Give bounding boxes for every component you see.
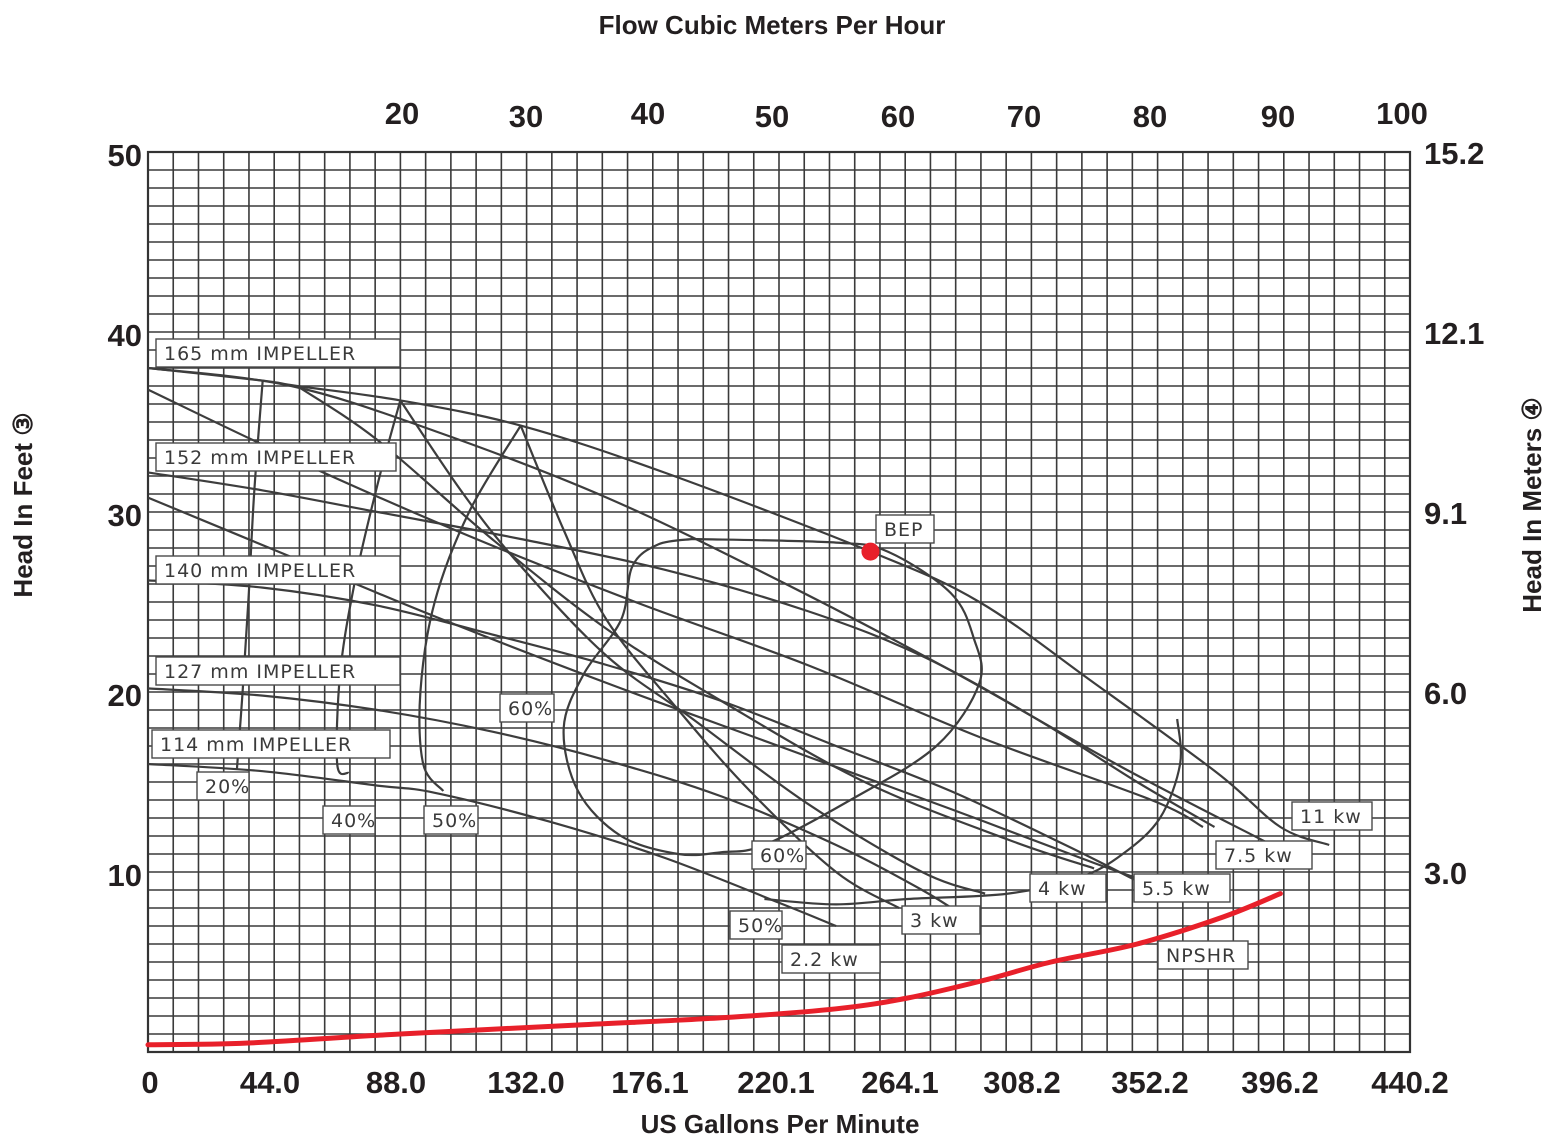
power-curve [296, 385, 1095, 870]
x2-tick-label: 40 [631, 96, 665, 131]
efficiency-curve [418, 425, 522, 792]
y2-tick-label: 15.2 [1424, 136, 1484, 171]
x2-tick-label: 20 [385, 96, 419, 131]
label-power-3kw-box [901, 905, 981, 935]
tick-labels: 0 44.0 88.0 132.0 176.1 220.1 264.1 308.2 352.2 3… [108, 96, 1485, 1100]
label-127mm-impeller-box [155, 656, 401, 686]
label-power-11kw-box [1291, 801, 1373, 831]
impeller-curve [147, 579, 1138, 882]
impeller-curve [147, 471, 1216, 828]
label-eff-40-box [322, 805, 376, 835]
y2-tick-label: 9.1 [1424, 496, 1467, 531]
label-power-7-5kw-box [1215, 840, 1313, 870]
x-tick-label: 308.2 [983, 1065, 1061, 1100]
x-tick-label: 396.2 [1241, 1065, 1319, 1100]
label-114mm-impeller: 114 mm IMPELLER [160, 734, 352, 756]
label-eff-50-left: 50% [432, 810, 477, 832]
y-tick-label: 20 [108, 678, 142, 713]
x2-tick-label: 60 [881, 99, 915, 134]
label-eff-60-left: 60% [508, 698, 553, 720]
x2-tick-label: 90 [1261, 99, 1295, 134]
label-power-5-5kw: 5.5 kw [1142, 878, 1211, 900]
x-axis-title: US Gallons Per Minute [641, 1109, 920, 1139]
label-eff-60-left-box [499, 693, 555, 723]
y-tick-label: 10 [108, 858, 142, 893]
x2-tick-label: 100 [1376, 96, 1428, 131]
y2-tick-label: 3.0 [1424, 856, 1467, 891]
power-curve [399, 399, 986, 895]
x-tick-label: 176.1 [611, 1065, 689, 1100]
label-152mm-impeller-box [155, 442, 397, 472]
label-npshr: NPSHR [1166, 945, 1236, 967]
x-tick-label: 0 [141, 1065, 158, 1100]
y-tick-label: 50 [108, 138, 142, 173]
x-tick-label: 132.0 [487, 1065, 565, 1100]
label-eff-60-bottom: 60% [760, 845, 805, 867]
plot-frame [146, 150, 1412, 1054]
x2-tick-label: 80 [1133, 99, 1167, 134]
label-power-2-2kw-box [781, 944, 881, 974]
npshr-curve [145, 891, 1283, 1048]
label-power-3kw: 3 kw [910, 910, 959, 932]
label-bep-box [875, 514, 935, 544]
label-power-5-5kw-box [1133, 873, 1231, 903]
label-eff-50-left-box [423, 805, 479, 835]
label-140mm-impeller-box [155, 555, 401, 585]
y-tick-label: 30 [108, 498, 142, 533]
bep-marker [861, 542, 880, 561]
label-power-2-2kw: 2.2 kw [790, 949, 859, 971]
label-power-7-5kw: 7.5 kw [1224, 845, 1293, 867]
y2-axis-title: Head In Meters ④ [1517, 397, 1544, 612]
label-power-11kw: 11 kw [1300, 806, 1362, 828]
label-eff-20-box [196, 771, 250, 801]
y-axis-title: Head In Feet ③ [8, 412, 38, 597]
label-npshr-box [1157, 940, 1249, 970]
top-axis-title: Flow Cubic Meters Per Hour [599, 10, 946, 40]
label-165mm-impeller-box [155, 338, 401, 368]
efficiency-curve [562, 537, 983, 857]
y-tick-label: 40 [108, 318, 142, 353]
y2-tick-label: 6.0 [1424, 676, 1467, 711]
label-eff-50-bottom-box [729, 910, 783, 940]
x-tick-label: 220.1 [737, 1065, 815, 1100]
label-127mm-impeller: 127 mm IMPELLER [164, 661, 356, 683]
impeller-curve [147, 687, 966, 918]
x-tick-label: 264.1 [861, 1065, 939, 1100]
y2-tick-label: 12.1 [1424, 316, 1484, 351]
label-power-4kw: 4 kw [1038, 878, 1087, 900]
label-bep: BEP [884, 519, 924, 541]
impeller-curve [147, 762, 837, 928]
label-eff-50-bottom: 50% [738, 915, 783, 937]
label-152mm-impeller: 152 mm IMPELLER [164, 447, 356, 469]
x-tick-label: 352.2 [1111, 1065, 1189, 1100]
power-curve [147, 366, 1273, 846]
efficiency-curve [335, 400, 402, 776]
x2-tick-label: 30 [509, 99, 543, 134]
label-power-4kw-box [1029, 873, 1107, 903]
label-140mm-impeller: 140 mm IMPELLER [164, 560, 356, 582]
efficiency-curve [764, 718, 1182, 906]
label-eff-20: 20% [205, 776, 250, 798]
power-curve [519, 425, 900, 909]
x2-tick-label: 70 [1007, 99, 1041, 134]
x-tick-label: 88.0 [366, 1065, 426, 1100]
label-114mm-impeller-box [151, 729, 391, 759]
power-curve [147, 496, 1147, 883]
x-tick-label: 440.2 [1371, 1065, 1449, 1100]
label-165mm-impeller: 165 mm IMPELLER [164, 343, 356, 365]
label-eff-60-bottom-box [751, 840, 807, 870]
label-eff-40: 40% [331, 810, 376, 832]
x-tick-label: 44.0 [240, 1065, 300, 1100]
curve-labels: 165 mm IMPELLER 152 mm IMPELLER 140 mm IMP… [151, 338, 1373, 974]
x2-tick-label: 50 [755, 99, 789, 134]
